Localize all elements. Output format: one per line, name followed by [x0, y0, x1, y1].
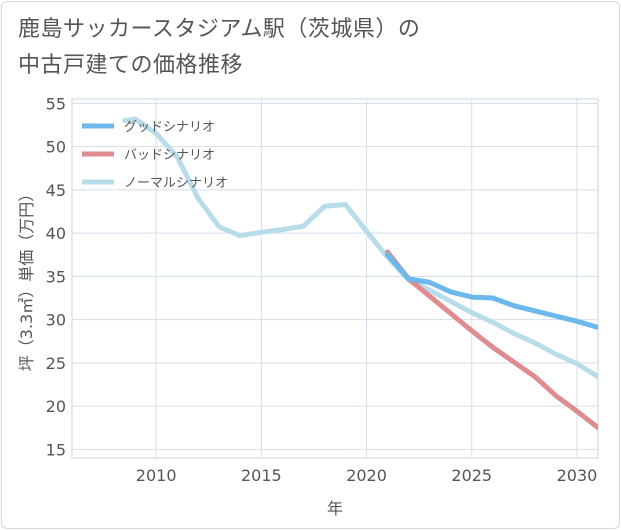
chart-title-line2: 中古戸建ての価格推移: [18, 53, 244, 78]
legend-label: グッドシナリオ: [124, 120, 215, 135]
x-axis-title: 年: [327, 499, 343, 518]
y-tick-label: 50: [46, 138, 66, 157]
x-tick-label: 2020: [346, 466, 387, 485]
y-tick-label: 45: [46, 181, 66, 200]
y-tick-label: 55: [46, 94, 66, 113]
chart-grid: [71, 98, 599, 459]
plot-frame: [71, 98, 599, 459]
y-tick-label: 15: [46, 440, 66, 459]
chart-title-line1: 鹿島サッカースタジアム駅（茨城県）の: [18, 17, 421, 42]
y-tick-label: 30: [46, 311, 66, 330]
x-tick-label: 2025: [451, 466, 492, 485]
y-tick-label: 35: [46, 267, 66, 286]
chart-title: 鹿島サッカースタジアム駅（茨城県）の 中古戸建ての価格推移: [18, 12, 608, 84]
series-line-3: [122, 116, 598, 380]
x-tick-label: 2030: [557, 466, 598, 485]
y-tick-label: 20: [46, 397, 66, 416]
x-tick-label: 2015: [241, 466, 282, 485]
series-line-2: [385, 249, 598, 431]
chart-series: [122, 116, 598, 431]
legend-label: バッドシナリオ: [124, 148, 215, 163]
series-line-1: [385, 252, 598, 330]
legend-label: ノーマルシナリオ: [124, 176, 228, 191]
y-axis-title: 坪（3.3㎡）単価（万円）: [17, 186, 36, 371]
x-tick-label: 2010: [136, 466, 177, 485]
y-tick-label: 40: [46, 224, 66, 243]
y-tick-label: 25: [46, 354, 66, 373]
